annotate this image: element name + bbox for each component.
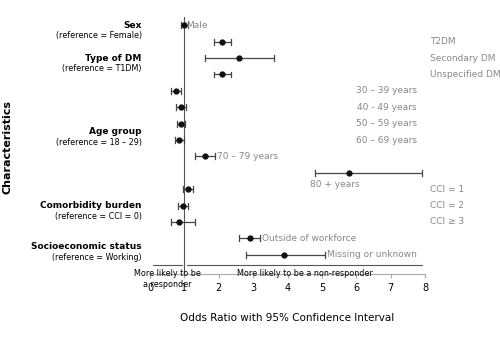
Text: Comorbidity burden: Comorbidity burden <box>40 201 142 210</box>
Text: (reference = T1DM): (reference = T1DM) <box>62 64 142 73</box>
Text: Unspecified DM: Unspecified DM <box>430 70 500 79</box>
Text: Outside of workforce: Outside of workforce <box>262 234 356 243</box>
X-axis label: Odds Ratio with 95% Confidence Interval: Odds Ratio with 95% Confidence Interval <box>180 313 394 323</box>
Text: CCI = 2: CCI = 2 <box>430 201 464 210</box>
Text: CCI ≥ 3: CCI ≥ 3 <box>430 217 464 226</box>
Text: Sex: Sex <box>124 21 142 30</box>
Text: 70 – 79 years: 70 – 79 years <box>217 152 278 161</box>
Text: Secondary DM: Secondary DM <box>430 54 496 63</box>
Text: CCI = 1: CCI = 1 <box>430 185 464 194</box>
Text: 80 + years: 80 + years <box>310 180 360 189</box>
Text: Age group: Age group <box>89 127 142 137</box>
Text: More likely to be a non-responder: More likely to be a non-responder <box>237 270 372 279</box>
Text: 60 – 69 years: 60 – 69 years <box>356 135 417 144</box>
Text: Missing or unknown: Missing or unknown <box>327 250 417 259</box>
Text: 40 - 49 years: 40 - 49 years <box>358 103 417 112</box>
Text: More likely to be
a responder: More likely to be a responder <box>134 270 200 289</box>
Text: (reference = CCI = 0): (reference = CCI = 0) <box>55 212 142 221</box>
Text: Characteristics: Characteristics <box>2 100 12 194</box>
Text: T2DM: T2DM <box>430 37 456 46</box>
Text: Male: Male <box>186 21 208 30</box>
Text: Socioeconomic status: Socioeconomic status <box>31 242 142 251</box>
Text: (reference = 18 – 29): (reference = 18 – 29) <box>56 138 142 147</box>
Text: Type of DM: Type of DM <box>86 54 142 63</box>
Text: 30 – 39 years: 30 – 39 years <box>356 86 417 95</box>
Text: (reference = Working): (reference = Working) <box>52 253 142 262</box>
Text: (reference = Female): (reference = Female) <box>56 32 142 40</box>
Text: 50 – 59 years: 50 – 59 years <box>356 119 417 128</box>
